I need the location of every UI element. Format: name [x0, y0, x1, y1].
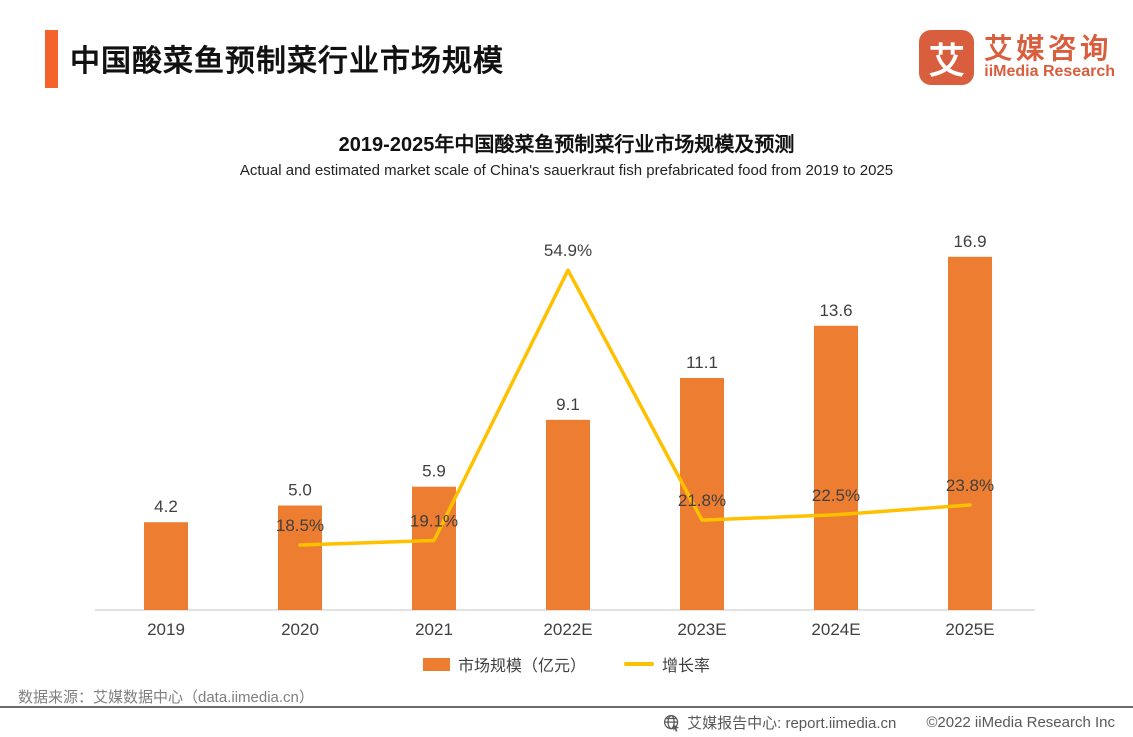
logo-name-en: iiMedia Research: [984, 62, 1115, 80]
chart-legend: 市场规模（亿元） 增长率: [0, 652, 1133, 676]
legend-label: 增长率: [662, 658, 711, 675]
bar-2020: [278, 505, 322, 610]
globe-icon: [664, 714, 680, 732]
bar-2022E: [546, 419, 590, 610]
iimedia-logo-icon: 艾: [919, 30, 975, 85]
x-axis-label: 2023E: [677, 620, 726, 639]
growth-rate-line: [298, 268, 972, 547]
logo-name-cn: 艾媒咨询: [984, 33, 1113, 65]
chart-subtitle: Actual and estimated market scale of Chi…: [239, 162, 894, 179]
growth-rate-label: 54.9%: [544, 241, 592, 260]
copyright-text: ©2022 iiMedia Research Inc: [926, 714, 1115, 731]
growth-rate-label: 18.5%: [276, 516, 324, 535]
legend-item-market-scale: 市场规模（亿元）: [422, 652, 586, 676]
data-source-note: 数据来源：艾媒数据中心（data.iimedia.cn）: [18, 689, 314, 706]
report-center-text: 艾媒报告中心: report.iimedia.cn: [687, 715, 897, 732]
bar-value-label: 5.0: [288, 481, 312, 500]
x-axis-label: 2019: [147, 620, 185, 639]
bar-value-label: 4.2: [154, 497, 178, 516]
legend-label: 市场规模（亿元）: [457, 658, 586, 675]
bar-value-label: 5.9: [422, 462, 446, 481]
chart-title: 2019-2025年中国酸菜鱼预制菜行业市场规模及预测: [338, 134, 795, 156]
bar-value-label: 9.1: [556, 395, 580, 414]
iimedia-logo-text: 艾媒咨询 iiMedia Research: [984, 34, 1115, 80]
bar-2025E: [948, 256, 992, 610]
bar-value-label: 16.9: [953, 232, 986, 251]
x-axis-label: 2021: [415, 620, 453, 639]
growth-rate-label: 23.8%: [946, 476, 994, 495]
footer-separator: [0, 706, 1133, 708]
bar-value-label: 11.1: [686, 353, 718, 372]
page-title: 中国酸菜鱼预制菜行业市场规模: [70, 45, 504, 78]
x-axis-label: 2025E: [945, 620, 994, 639]
x-axis-label: 2022E: [543, 620, 592, 639]
bar-2019: [144, 522, 188, 610]
line-series-swatch: [624, 662, 654, 666]
legend-item-growth-rate: 增长率: [624, 652, 710, 676]
report-center-link: 艾媒报告中心: report.iimedia.cn: [663, 712, 896, 733]
growth-rate-label: 22.5%: [812, 486, 860, 505]
growth-rate-label: 19.1%: [410, 511, 458, 530]
market-scale-chart: 4.2 2019 5.0 2020 5.9 2021 9.1 2022E 11.1 2023E 13…: [95, 232, 1035, 639]
title-accent-bar: [45, 30, 58, 88]
iimedia-logo: 艾 艾媒咨询 iiMedia Research: [919, 30, 1115, 85]
x-axis-label: 2024E: [811, 620, 860, 639]
x-axis-label: 2020: [281, 620, 319, 639]
bar-series-swatch: [422, 657, 450, 671]
bar-2024E: [814, 325, 858, 610]
bar-value-label: 13.6: [819, 301, 852, 320]
bar-2021: [412, 486, 456, 610]
growth-rate-label: 21.8%: [678, 491, 726, 510]
footer: 艾媒报告中心: report.iimedia.cn ©2022 iiMedia …: [663, 712, 1115, 733]
